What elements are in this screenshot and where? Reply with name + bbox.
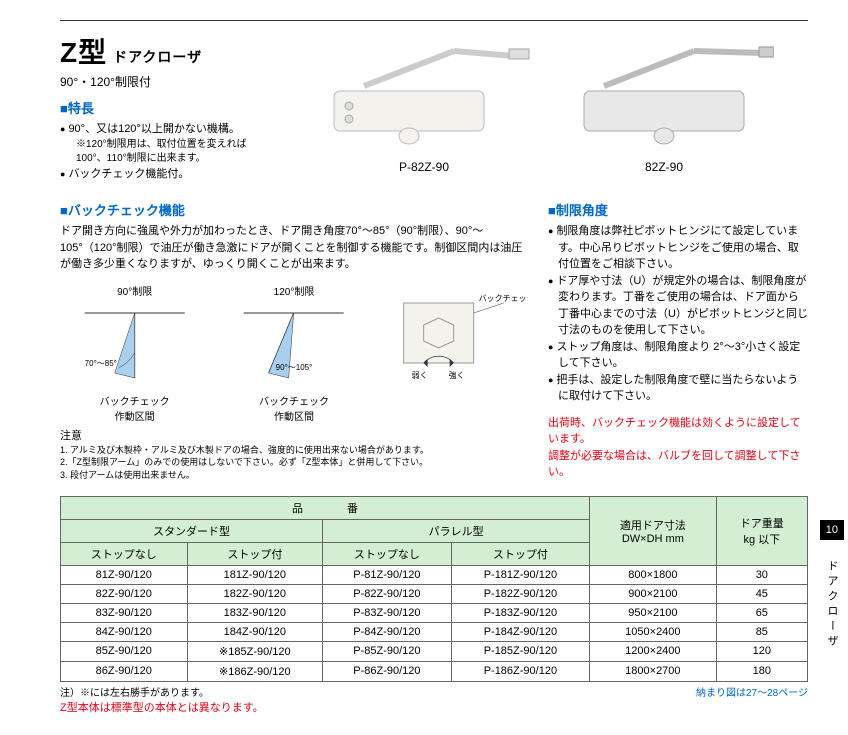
- diag90-range: 70°～85°: [85, 359, 117, 368]
- table-cell: P-84Z-90/120: [323, 622, 452, 641]
- diag90-note: バックチェック 作動区間: [60, 393, 209, 423]
- table-cell: 120: [716, 641, 807, 661]
- table-red-note: Z型本体は標準型の本体とは異なります。: [60, 702, 264, 714]
- caution-block: 注意 1. アルミ及び木製枠・アルミ及び木製ドアの場合、強度的に使用出来ない場合…: [60, 429, 528, 482]
- th-stop: ストップ付: [451, 542, 589, 565]
- table-cell: P-86Z-90/120: [323, 661, 452, 681]
- caution-item: 2.「Z型制限アーム」のみでの使用はしないで下さい。必ず「Z型本体」と併用して下…: [60, 456, 528, 469]
- table-cell: 183Z-90/120: [187, 603, 323, 622]
- angle-item: ドア厚や寸法（U）が規定外の場合は、制限角度が変わります。丁番をご使用の場合は、…: [548, 273, 808, 339]
- diag120-title: 120°制限: [219, 283, 368, 298]
- th-stop: ストップ付: [187, 542, 323, 565]
- angle-item: 制限角度は弊社ピボットヒンジにて設定しています。中心吊りピボットヒンジをご使用の…: [548, 223, 808, 273]
- features-heading: ■特長: [60, 98, 270, 117]
- table-cell: 83Z-90/120: [61, 603, 188, 622]
- diag120-range: 90°～105°: [276, 363, 313, 372]
- caution-item: 3. 段付アームは使用出来ません。: [60, 469, 528, 482]
- table-cell: 182Z-90/120: [187, 584, 323, 603]
- table-cell: 45: [716, 584, 807, 603]
- table-row: 81Z-90/120181Z-90/120P-81Z-90/120P-181Z-…: [61, 565, 808, 584]
- valve-label: バックチェック調整バルブ: [478, 293, 528, 303]
- table-cell: 184Z-90/120: [187, 622, 323, 641]
- table-cell: 85: [716, 622, 807, 641]
- side-category-label: ドアクローザ: [824, 560, 840, 650]
- table-cell: 181Z-90/120: [187, 565, 323, 584]
- table-cell: P-85Z-90/120: [323, 641, 452, 661]
- feature-note: ※120°制限用は、取付位置を変えれば 100°、110°制限に出来ます。: [60, 138, 270, 166]
- table-cell: P-185Z-90/120: [451, 641, 589, 661]
- th-dim: 適用ドア寸法 DW×DH mm: [590, 496, 717, 565]
- diag90-title: 90°制限: [60, 283, 209, 298]
- nav-reference: 納まり図は27～28ページ: [696, 684, 808, 715]
- table-cell: P-183Z-90/120: [451, 603, 589, 622]
- angle-item: ストップ角度は、制限角度より 2°～3°小さく設定して下さい。: [548, 339, 808, 372]
- angle-list: 制限角度は弊社ピボットヒンジにて設定しています。中心吊りピボットヒンジをご使用の…: [548, 223, 808, 405]
- shipping-note: 出荷時、バックチェック機能は効くように設定しています。 調整が必要な場合は、バル…: [548, 415, 808, 481]
- table-cell: P-184Z-90/120: [451, 622, 589, 641]
- table-cell: P-186Z-90/120: [451, 661, 589, 681]
- table-row: 85Z-90/120※185Z-90/120P-85Z-90/120P-185Z…: [61, 641, 808, 661]
- table-cell: 84Z-90/120: [61, 622, 188, 641]
- table-cell: 1800×2700: [590, 661, 717, 681]
- angle-heading: ■制限角度: [548, 200, 808, 219]
- caution-item: 1. アルミ及び木製枠・アルミ及び木製ドアの場合、強度的に使用出来ない場合があり…: [60, 444, 528, 457]
- table-cell: 30: [716, 565, 807, 584]
- table-cell: 900×2100: [590, 584, 717, 603]
- spec-table: 品 番 適用ドア寸法 DW×DH mm ドア重量 kg 以下 スタンダード型 パ…: [60, 496, 808, 682]
- page-title: Z型ドアクローザ: [60, 31, 270, 71]
- product-label-1: P-82Z-90: [314, 160, 534, 174]
- table-cell: ※186Z-90/120: [187, 661, 323, 681]
- th-parallel: パラレル型: [323, 519, 590, 542]
- table-note: 注）※には左右勝手があります。: [60, 688, 209, 699]
- th-nostop: ストップなし: [323, 542, 452, 565]
- table-row: 86Z-90/120※186Z-90/120P-86Z-90/120P-186Z…: [61, 661, 808, 681]
- page-number-tab: 10: [820, 520, 844, 540]
- table-cell: 950×2100: [590, 603, 717, 622]
- table-cell: 1200×2400: [590, 641, 717, 661]
- table-cell: ※185Z-90/120: [187, 641, 323, 661]
- th-standard: スタンダード型: [61, 519, 323, 542]
- diagram-valve: バックチェック調整バルブ 弱く 強く: [379, 283, 528, 388]
- diagram-120: 120°制限 90°～105° バックチェック 作動区間: [219, 283, 368, 423]
- feature-item: バックチェック機能付。: [60, 166, 270, 183]
- backcheck-text: ドア開き方向に強風や外力が加わったとき、ドア開き角度70°～85°（90°制限）…: [60, 223, 528, 273]
- diagram-90: 90°制限 70°～85° バックチェック 作動区間: [60, 283, 209, 423]
- table-cell: P-83Z-90/120: [323, 603, 452, 622]
- table-cell: P-181Z-90/120: [451, 565, 589, 584]
- table-cell: P-82Z-90/120: [323, 584, 452, 603]
- table-row: 84Z-90/120184Z-90/120P-84Z-90/120P-184Z-…: [61, 622, 808, 641]
- table-cell: 800×1800: [590, 565, 717, 584]
- backcheck-heading: ■バックチェック機能: [60, 200, 528, 219]
- table-row: 82Z-90/120182Z-90/120P-82Z-90/120P-182Z-…: [61, 584, 808, 603]
- title-main: Z型: [60, 37, 107, 68]
- caution-heading: 注意: [60, 429, 528, 444]
- table-cell: P-182Z-90/120: [451, 584, 589, 603]
- valve-weak: 弱く: [411, 371, 427, 380]
- angle-item: 把手は、設定した制限角度で壁に当たらないように取付けて下さい。: [548, 372, 808, 405]
- table-cell: 82Z-90/120: [61, 584, 188, 603]
- diag120-note: バックチェック 作動区間: [219, 393, 368, 423]
- th-wt: ドア重量 kg 以下: [716, 496, 807, 565]
- table-cell: 1050×2400: [590, 622, 717, 641]
- table-row: 83Z-90/120183Z-90/120P-83Z-90/120P-183Z-…: [61, 603, 808, 622]
- table-cell: 86Z-90/120: [61, 661, 188, 681]
- table-cell: 85Z-90/120: [61, 641, 188, 661]
- title-sub: ドアクローザ: [113, 49, 202, 65]
- features-list: 90°、又は120°以上開かない機構。: [60, 121, 270, 138]
- features-list: バックチェック機能付。: [60, 166, 270, 183]
- product-image-2: 82Z-90: [554, 31, 774, 174]
- table-cell: 81Z-90/120: [61, 565, 188, 584]
- product-label-2: 82Z-90: [554, 160, 774, 174]
- feature-item: 90°、又は120°以上開かない機構。: [60, 121, 270, 138]
- valve-strong: 強く: [448, 370, 464, 380]
- table-cell: 180: [716, 661, 807, 681]
- table-cell: 65: [716, 603, 807, 622]
- table-cell: P-81Z-90/120: [323, 565, 452, 584]
- th-model: 品 番: [61, 496, 590, 519]
- th-nostop: ストップなし: [61, 542, 188, 565]
- subtitle: 90°・120°制限付: [60, 73, 270, 90]
- product-image-1: P-82Z-90: [314, 31, 534, 174]
